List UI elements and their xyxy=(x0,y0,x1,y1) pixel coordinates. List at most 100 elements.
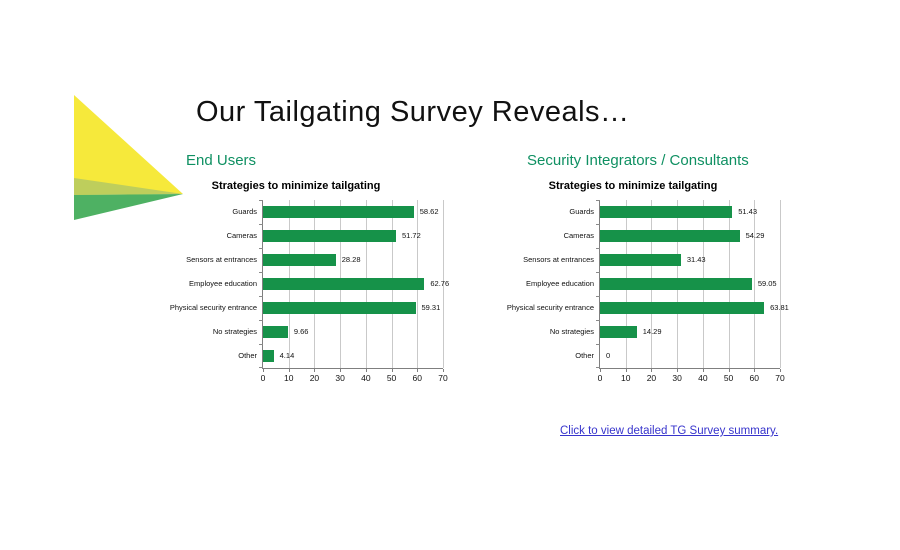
value-axis-tick xyxy=(677,369,679,372)
value-axis-tick xyxy=(600,369,601,372)
category-label: No strategies xyxy=(212,327,257,336)
bar-value-label: 0 xyxy=(606,351,611,360)
bar xyxy=(600,230,740,242)
value-axis-tick xyxy=(340,369,342,372)
bar-value-label: 9.66 xyxy=(293,327,309,336)
bar xyxy=(600,206,733,218)
bar-value-label: 63.81 xyxy=(770,303,789,312)
category-label: Sensors at entrances xyxy=(523,255,594,264)
bar xyxy=(600,254,681,266)
bar xyxy=(263,350,274,362)
bar-value-label: 31.43 xyxy=(686,255,706,264)
bar-value-label: 59.31 xyxy=(421,303,441,312)
value-axis-tick-label: 40 xyxy=(361,373,371,383)
bar xyxy=(263,278,425,290)
integrators-consultants-chart: Strategies to minimize tailgating Guards… xyxy=(487,180,789,383)
value-axis-tick xyxy=(728,369,730,372)
value-axis-tick xyxy=(625,369,627,372)
value-axis-tick xyxy=(443,369,444,372)
value-axis-tick xyxy=(780,369,781,372)
value-axis-tick xyxy=(288,369,290,372)
category-label: Physical security entrance xyxy=(169,303,257,312)
slide-title: Our Tailgating Survey Reveals… xyxy=(196,96,630,128)
yellow-triangle xyxy=(74,95,183,195)
integrators-consultants-heading: Security Integrators / Consultants xyxy=(527,152,749,169)
chart-body: Guards Cameras Sensors at entrances Employe… xyxy=(487,200,789,383)
category-axis-tick xyxy=(259,224,263,225)
value-axis-tick-label: 30 xyxy=(672,373,682,383)
value-axis-tick-label: 0 xyxy=(260,373,266,383)
bar xyxy=(600,326,637,338)
value-axis-tick-label: 20 xyxy=(646,373,657,383)
value-axis-tick xyxy=(702,369,704,372)
category-axis-tick xyxy=(259,200,263,201)
bar-value-label: 58.62 xyxy=(419,207,439,216)
chart-body: Guards Cameras Sensors at entrances Employe… xyxy=(150,200,450,383)
value-axis-tick-label: 70 xyxy=(775,373,785,383)
value-axis-tick-label: 50 xyxy=(723,373,734,383)
bar-value-label: 51.43 xyxy=(738,207,758,216)
category-label: Other xyxy=(575,351,594,360)
green-triangle xyxy=(74,194,183,220)
category-label: Physical security entrance xyxy=(506,303,594,312)
category-label: Guards xyxy=(569,207,594,216)
bar xyxy=(263,326,288,338)
category-label: Other xyxy=(238,351,257,360)
value-axis-tick xyxy=(754,369,756,372)
triangle-arrow-decoration xyxy=(74,95,183,220)
value-axis-tick-label: 0 xyxy=(597,373,603,383)
value-axis-tick-label: 30 xyxy=(335,373,345,383)
category-axis-tick xyxy=(596,344,600,345)
gridline xyxy=(780,200,781,368)
category-label: Employee education xyxy=(526,279,594,288)
value-axis-tick xyxy=(391,369,393,372)
value-axis-tick xyxy=(365,369,367,372)
end-users-heading: End Users xyxy=(186,152,257,169)
bar-value-label: 62.76 xyxy=(430,279,450,288)
bar-value-label: 54.29 xyxy=(745,231,765,240)
value-axis-tick-label: 20 xyxy=(309,373,320,383)
gridline xyxy=(754,200,756,368)
bar xyxy=(263,254,336,266)
category-axis-tick xyxy=(259,272,263,273)
value-axis-tick-label: 60 xyxy=(412,373,423,383)
bar xyxy=(263,230,396,242)
value-axis-tick-label: 40 xyxy=(698,373,708,383)
value-axis-tick-label: 70 xyxy=(438,373,448,383)
value-axis-tick xyxy=(651,369,653,372)
bar xyxy=(263,206,414,218)
end-users-chart: Strategies to minimize tailgating Guards… xyxy=(150,180,450,383)
category-axis-labels: Guards Cameras Sensors at entrances Employe… xyxy=(487,200,599,369)
category-label: Employee education xyxy=(189,279,257,288)
plot-area: 51.43 54.29 31.43 59.05 63.81 14.29 0 0 10 20 30 40… xyxy=(596,200,789,383)
category-label: Cameras xyxy=(563,231,594,240)
category-axis-tick xyxy=(596,224,600,225)
category-axis-labels: Guards Cameras Sensors at entrances Employe… xyxy=(150,200,262,369)
category-axis-tick xyxy=(596,296,600,297)
category-axis-tick xyxy=(259,320,263,321)
chart-title: Strategies to minimize tailgating xyxy=(548,180,718,192)
value-axis-tick xyxy=(263,369,264,372)
value-axis-tick-label: 50 xyxy=(386,373,397,383)
value-axis-tick xyxy=(314,369,316,372)
chart-title: Strategies to minimize tailgating xyxy=(211,180,381,192)
category-label: No strategies xyxy=(549,327,594,336)
category-axis-tick xyxy=(596,320,600,321)
tg-survey-summary-link[interactable]: Click to view detailed TG Survey summary… xyxy=(560,425,779,437)
bar-value-label: 28.28 xyxy=(341,255,361,264)
category-axis-tick xyxy=(596,367,600,368)
gridline xyxy=(443,200,444,368)
category-axis-tick xyxy=(259,344,263,345)
value-axis-tick-label: 60 xyxy=(749,373,760,383)
category-axis-tick xyxy=(259,367,263,368)
category-axis-tick xyxy=(596,248,600,249)
bar-value-label: 4.14 xyxy=(279,351,295,360)
category-label: Sensors at entrances xyxy=(186,255,257,264)
bar xyxy=(263,302,416,314)
category-axis-tick xyxy=(596,200,600,201)
category-label: Guards xyxy=(232,207,257,216)
plot-area: 58.62 51.72 28.28 62.76 59.31 9.66 4.14 0 10 20 30… xyxy=(259,200,449,383)
category-axis-tick xyxy=(259,248,263,249)
bar xyxy=(600,278,752,290)
category-axis-tick xyxy=(259,296,263,297)
